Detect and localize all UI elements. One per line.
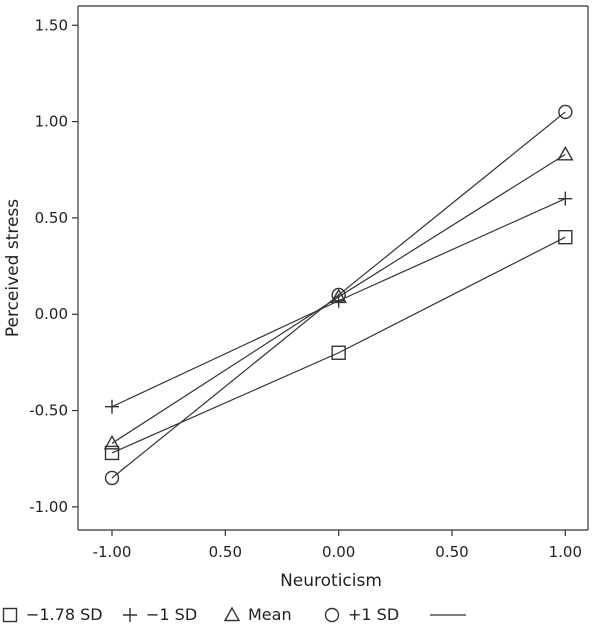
x-axis-title: Neuroticism <box>280 571 382 591</box>
legend-label: Mean <box>248 605 292 624</box>
y-axis-ticks: 1.50 1.00 0.50 0.00 -0.50 -1.00 <box>29 16 78 516</box>
y-tick-label: -0.50 <box>29 402 68 420</box>
legend: −1.78 SD −1 SD Mean +1 SD <box>2 605 466 624</box>
series-square <box>104 229 573 461</box>
legend-marker-triangle <box>223 606 241 622</box>
y-axis-title: Perceived stress <box>3 199 23 337</box>
series-line-square <box>111 236 566 454</box>
series-layer <box>103 104 574 486</box>
series-triangle <box>103 145 574 450</box>
series-plus <box>105 191 573 414</box>
x-tick-label: 1.00 <box>549 543 582 561</box>
legend-marker-square <box>2 607 18 623</box>
y-tick-label: 1.50 <box>35 16 68 34</box>
data-point-square <box>558 229 573 245</box>
legend-label: −1.78 SD <box>26 605 103 624</box>
x-tick-label: 0.00 <box>322 543 355 561</box>
x-axis-ticks: -1.00 0.50 0.00 0.50 1.00 <box>93 530 582 561</box>
data-point-circle <box>104 470 120 486</box>
y-tick-label: -1.00 <box>29 498 68 516</box>
x-tick-label: 0.50 <box>209 543 242 561</box>
data-point-plus <box>558 191 573 206</box>
axes <box>77 5 589 531</box>
data-point-triangle <box>330 288 347 304</box>
series-line-triangle <box>111 153 566 444</box>
data-point-plus <box>105 399 119 414</box>
legend-marker-circle <box>324 607 340 623</box>
y-tick-label: 0.50 <box>35 209 68 227</box>
data-point-circle <box>331 287 346 303</box>
data-point-triangle <box>103 434 121 450</box>
data-point-square <box>331 345 346 360</box>
data-point-triangle <box>557 145 574 161</box>
series-line-circle <box>111 111 566 479</box>
legend-label: +1 SD <box>348 605 399 624</box>
x-tick-label: -1.00 <box>93 543 132 561</box>
data-point-square <box>104 445 120 461</box>
data-point-plus <box>331 293 346 308</box>
legend-label: −1 SD <box>146 605 197 624</box>
y-tick-label: 0.00 <box>35 305 68 323</box>
y-tick-label: 1.00 <box>35 113 68 131</box>
x-tick-label: 0.50 <box>435 543 468 561</box>
legend-marker-plus <box>123 608 137 622</box>
series-circle <box>104 104 573 486</box>
data-point-circle <box>558 104 573 120</box>
